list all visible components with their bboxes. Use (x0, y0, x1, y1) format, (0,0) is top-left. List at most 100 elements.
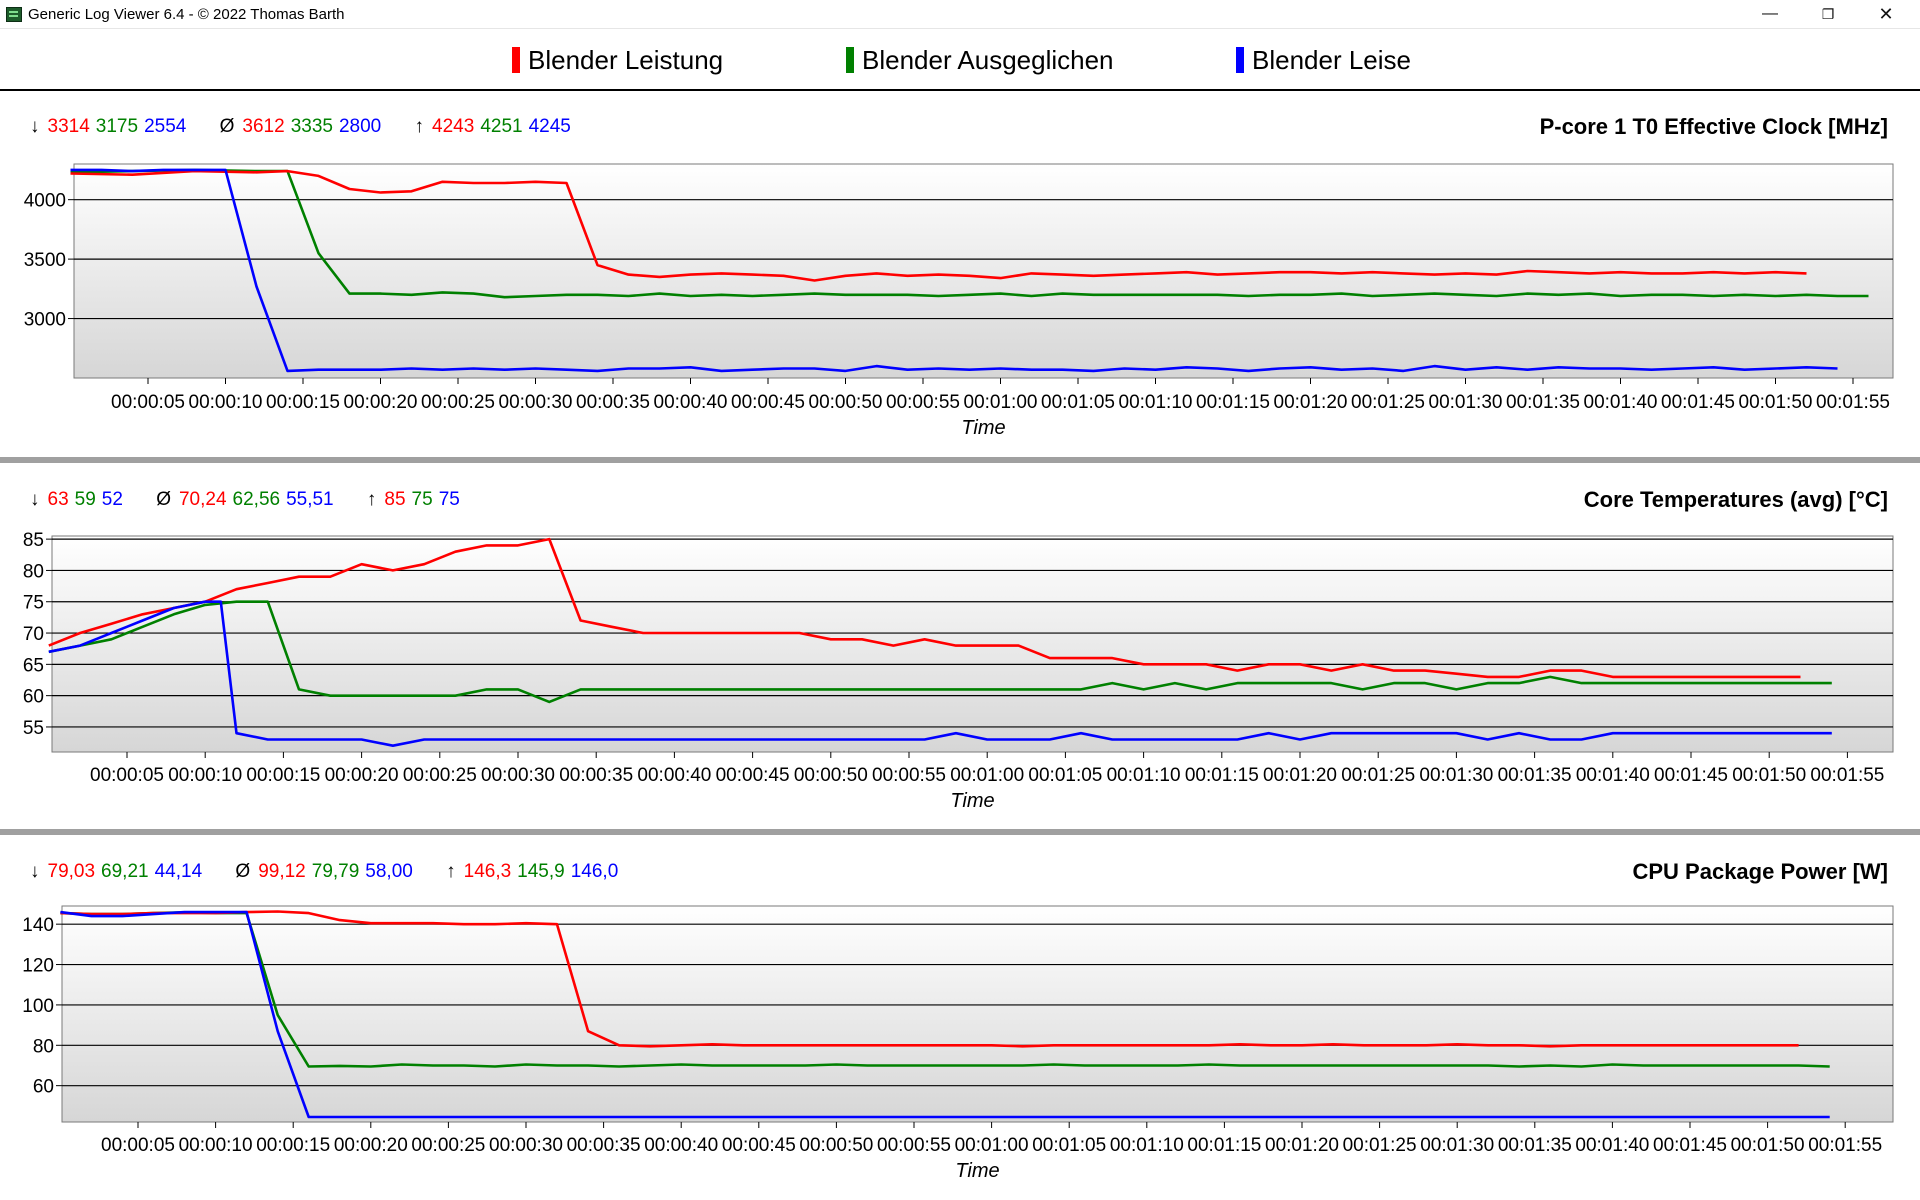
x-tick-label: 00:00:10 (168, 765, 242, 786)
x-axis-title: Time (955, 1160, 999, 1182)
x-tick-label: 00:01:10 (1119, 392, 1193, 413)
y-tick-label: 70 (23, 624, 44, 645)
x-tick-label: 00:01:10 (1110, 1135, 1184, 1156)
series-line-blender-leise (70, 168, 1838, 373)
x-tick-label: 00:01:00 (955, 1135, 1029, 1156)
x-tick-label: 00:00:25 (411, 1135, 485, 1156)
x-tick-label: 00:00:35 (567, 1135, 641, 1156)
y-tick-label: 4000 (24, 191, 66, 212)
x-tick-label: 00:00:40 (644, 1135, 718, 1156)
legend-swatch (1236, 47, 1244, 73)
x-tick-label: 00:01:35 (1498, 1135, 1572, 1156)
chart-title: P-core 1 T0 Effective Clock [MHz] (1539, 114, 1888, 139)
x-tick-label: 00:01:25 (1351, 392, 1425, 413)
stats-max: ↑ 4243 4251 4245 (415, 116, 577, 137)
series-line-blender-leistung (70, 169, 1807, 282)
x-tick-label: 00:00:30 (489, 1135, 563, 1156)
stat-value: 79,03 (47, 861, 96, 882)
x-tick-label: 00:00:50 (809, 392, 883, 413)
x-tick-label: 00:00:15 (266, 392, 340, 413)
x-tick-label: 00:01:35 (1506, 392, 1580, 413)
x-tick-label: 00:00:20 (344, 392, 418, 413)
panel-divider[interactable] (0, 829, 1920, 835)
x-tick-label: 00:01:55 (1808, 1135, 1882, 1156)
x-tick-label: 00:01:40 (1584, 392, 1658, 413)
legend-item-ausgeglichen[interactable]: Blender Ausgeglichen (846, 45, 1114, 75)
legend-item-leise[interactable]: Blender Leise (1236, 45, 1411, 75)
x-tick-label: 00:00:20 (334, 1135, 408, 1156)
legend-label: Blender Leistung (528, 45, 724, 75)
stat-value: 3314 (47, 116, 90, 137)
x-tick-label: 00:01:15 (1185, 765, 1259, 786)
x-tick-label: 00:01:30 (1419, 765, 1493, 786)
window-title: Generic Log Viewer 6.4 - © 2022 Thomas B… (28, 6, 345, 23)
chart-panel-temperature: ↓ 63 59 52 Ø 70,24 62,56 55,51 ↑ 85 75 75 Core Te… (0, 463, 1920, 828)
close-button[interactable]: ✕ (1878, 4, 1894, 24)
y-tick-label: 140 (22, 915, 54, 936)
x-tick-label: 00:00:10 (189, 392, 263, 413)
stat-value: 79,79 (311, 861, 360, 882)
stats-min: ↓ 3314 3175 2554 (30, 116, 198, 137)
x-tick-label: 00:01:00 (964, 392, 1038, 413)
stats-row: ↓ 3314 3175 2554 Ø 3612 3335 2800 ↑ 4243 4251 424… (30, 116, 599, 138)
stat-value: 59 (74, 489, 96, 510)
stat-value: 85 (384, 489, 406, 510)
legend-swatch (846, 47, 854, 73)
x-tick-label: 00:01:20 (1274, 392, 1348, 413)
x-tick-label: 00:01:15 (1196, 392, 1270, 413)
chart-panel-clock: ↓ 3314 3175 2554 Ø 3612 3335 2800 ↑ 4243 4251 424… (0, 92, 1920, 456)
stat-value: 2800 (338, 116, 382, 137)
avg-symbol-icon: Ø (235, 861, 251, 882)
x-tick-label: 00:01:30 (1420, 1135, 1494, 1156)
x-tick-label: 00:00:55 (877, 1135, 951, 1156)
chart-legend: Blender Leistung Blender Ausgeglichen Bl… (0, 29, 1920, 91)
app-logo-icon (6, 7, 22, 22)
y-tick-label: 75 (23, 593, 44, 614)
stat-value: 70,24 (178, 489, 227, 510)
series-line-blender-leistung (60, 910, 1799, 1048)
stats-row: ↓ 63 59 52 Ø 70,24 62,56 55,51 ↑ 85 75 75 (30, 489, 488, 511)
stat-value: 146,3 (463, 861, 512, 882)
min-arrow-icon: ↓ (30, 116, 40, 137)
x-tick-label: 00:01:05 (1032, 1135, 1106, 1156)
series-line-blender-leise (48, 600, 1832, 748)
panel-divider[interactable] (0, 457, 1920, 463)
chart-title: CPU Package Power [W] (1632, 859, 1888, 884)
x-tick-label: 00:00:30 (481, 765, 555, 786)
restore-button[interactable]: ❐ (1821, 6, 1835, 22)
stat-value: 3175 (95, 116, 139, 137)
x-tick-label: 00:01:55 (1810, 765, 1884, 786)
x-tick-label: 00:01:45 (1661, 392, 1735, 413)
stat-value: 63 (47, 489, 69, 510)
x-tick-label: 00:00:45 (722, 1135, 796, 1156)
avg-symbol-icon: Ø (219, 116, 235, 137)
x-tick-label: 00:00:15 (246, 765, 320, 786)
minimize-button[interactable]: — (1762, 5, 1778, 22)
stats-max: ↑ 85 75 75 (367, 489, 466, 510)
x-tick-label: 00:01:55 (1816, 392, 1890, 413)
x-tick-label: 00:00:15 (256, 1135, 330, 1156)
x-tick-label: 00:00:40 (654, 392, 728, 413)
x-tick-label: 00:01:30 (1429, 392, 1503, 413)
x-tick-label: 00:01:45 (1653, 1135, 1727, 1156)
x-tick-label: 00:00:35 (576, 392, 650, 413)
y-tick-label: 60 (33, 1077, 54, 1098)
x-tick-label: 00:01:15 (1187, 1135, 1261, 1156)
x-tick-label: 00:00:50 (794, 765, 868, 786)
chart-title: Core Temperatures (avg) [°C] (1583, 487, 1888, 512)
legend-item-leistung[interactable]: Blender Leistung (512, 45, 723, 75)
series-line-blender-ausgeglichen (48, 600, 1832, 704)
stats-avg: Ø 3612 3335 2800 (220, 116, 393, 137)
x-tick-label: 00:00:05 (111, 392, 185, 413)
x-tick-label: 00:00:45 (716, 765, 790, 786)
x-tick-label: 00:00:50 (799, 1135, 873, 1156)
stats-min: ↓ 79,03 69,21 44,14 (30, 861, 213, 882)
x-tick-label: 00:00:30 (499, 392, 573, 413)
y-tick-label: 85 (23, 530, 44, 551)
y-tick-label: 80 (33, 1036, 54, 1057)
stat-value: 55,51 (286, 489, 334, 510)
x-tick-label: 00:01:40 (1576, 765, 1650, 786)
